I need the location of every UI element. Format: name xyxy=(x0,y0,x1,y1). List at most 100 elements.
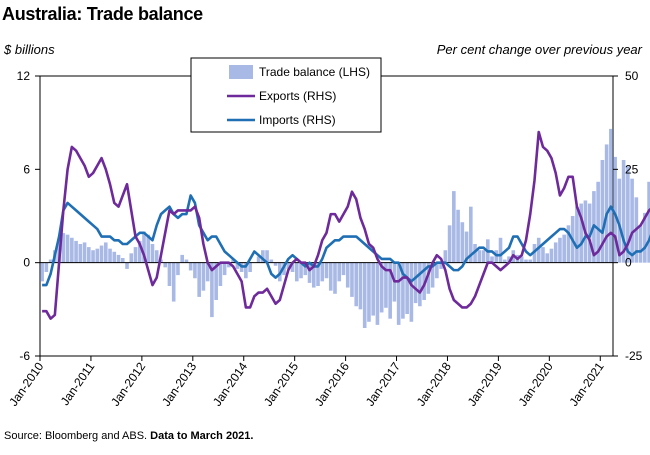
trade-balance-bar xyxy=(333,262,337,294)
trade-balance-bar xyxy=(626,166,630,263)
trade-balance-bar xyxy=(384,262,388,308)
trade-balance-bar xyxy=(40,262,44,282)
trade-balance-bar xyxy=(553,242,558,263)
trade-balance-bar xyxy=(290,262,295,272)
trade-balance-bar xyxy=(379,262,384,313)
trade-balance-bar xyxy=(311,262,316,288)
trade-balance-bar xyxy=(307,262,312,283)
left-axis-tick-label: -6 xyxy=(19,349,30,363)
trade-balance-bar xyxy=(70,237,74,263)
trade-balance-bar xyxy=(413,262,418,304)
trade-balance-bar xyxy=(456,209,460,263)
trade-balance-bar xyxy=(129,253,134,263)
trade-balance-bar xyxy=(337,262,342,282)
x-axis-tick-label: Jan-2018 xyxy=(414,359,454,408)
trade-balance-bar xyxy=(545,253,550,263)
trade-balance-bar xyxy=(490,256,494,263)
trade-balance-bar xyxy=(418,262,422,307)
trade-balance-bar xyxy=(256,256,261,263)
trade-balance-bar xyxy=(244,262,248,279)
trade-balance-bar xyxy=(74,240,78,263)
trade-balance-bar xyxy=(443,250,448,263)
chart-title: Australia: Trade balance xyxy=(2,4,203,24)
right-axis-tick-label: 50 xyxy=(625,69,639,83)
trade-balance-bar xyxy=(464,231,469,263)
trade-balance-bar xyxy=(536,237,541,263)
trade-balance-bar xyxy=(171,262,176,302)
trade-balance-bar xyxy=(460,222,465,263)
legend-label: Imports (RHS) xyxy=(259,113,336,127)
trade-balance-bar xyxy=(265,250,269,263)
trade-balance-bar xyxy=(188,262,193,271)
trade-balance-bar xyxy=(261,250,265,263)
legend-label: Trade balance (LHS) xyxy=(259,65,370,79)
trade-balance-bar xyxy=(142,231,146,263)
trade-balance-bar xyxy=(371,262,375,316)
trade-balance-bar xyxy=(358,262,363,310)
trade-balance-bar xyxy=(116,254,121,263)
trade-balance-bar xyxy=(273,262,278,266)
x-axis-tick-label: Jan-2010 xyxy=(6,359,46,408)
trade-balance-bar xyxy=(133,247,138,263)
trade-balance-bar xyxy=(184,259,189,263)
trade-balance-bar xyxy=(575,206,579,263)
right-axis-unit: Per cent change over previous year xyxy=(436,42,642,57)
trade-balance-bar xyxy=(452,191,456,263)
left-axis-unit: $ billions xyxy=(4,42,55,57)
trade-balance-bar xyxy=(82,242,87,263)
legend-label: Exports (RHS) xyxy=(259,89,336,103)
right-axis-tick-label: 0 xyxy=(625,256,632,270)
trade-balance-bar xyxy=(473,244,477,263)
trade-balance-bar xyxy=(227,262,231,268)
trade-balance-bar xyxy=(439,262,443,269)
x-axis-tick-label: Jan-2016 xyxy=(312,359,352,408)
trade-balance-bar xyxy=(579,203,583,263)
trade-balance-bar xyxy=(320,262,325,282)
trade-balance-bar xyxy=(303,262,308,276)
trade-balance-bar xyxy=(125,262,129,269)
trade-balance-bar xyxy=(647,181,650,263)
trade-balance-bar xyxy=(150,244,155,263)
trade-balance-bar xyxy=(91,250,95,263)
trade-balance-bar xyxy=(235,262,240,269)
trade-balance-bar xyxy=(231,259,235,263)
trade-balance-bar xyxy=(316,262,320,286)
trade-balance-bar xyxy=(210,262,214,318)
trade-balance-bar xyxy=(528,259,533,263)
trade-balance-bar xyxy=(447,225,452,263)
trade-balance-bar xyxy=(44,262,49,272)
trade-balance-bar xyxy=(163,262,168,268)
trade-balance-bar xyxy=(396,262,401,325)
trade-balance-bar xyxy=(341,262,346,276)
legend-swatch-trade-balance xyxy=(229,65,253,79)
trade-balance-bar xyxy=(95,248,100,263)
x-axis-tick-label: Jan-2017 xyxy=(363,359,403,408)
trade-balance-bar xyxy=(222,262,227,276)
trade-balance-bar xyxy=(638,225,643,263)
trade-balance-bar xyxy=(112,251,117,263)
trade-balance-bar xyxy=(269,259,274,263)
data-date-note: Data to March 2021. xyxy=(150,430,254,442)
x-axis-tick-label: Jan-2011 xyxy=(58,359,98,408)
source-note: Source: Bloomberg and ABS. Data to March… xyxy=(4,430,253,442)
right-axis-tick-label: -25 xyxy=(625,349,643,363)
trade-balance-chart: 12 6 0 -6 50 25 0 -25 Jan-2010 Jan-2011 Jan-2012 Ja… xyxy=(6,57,650,409)
legend-box xyxy=(190,57,382,133)
trade-balance-bar xyxy=(469,206,473,263)
trade-balance-bar xyxy=(362,262,367,328)
trade-balance-bar xyxy=(197,262,201,297)
trade-balance-bar xyxy=(328,262,333,291)
trade-balance-bar xyxy=(426,262,431,294)
trade-balance-bar xyxy=(214,262,218,300)
trade-balance-bar xyxy=(146,234,151,263)
trade-balance-bar xyxy=(350,262,354,297)
trade-balance-bar xyxy=(596,181,600,263)
trade-balance-bar xyxy=(609,128,613,263)
trade-balance-bar xyxy=(61,233,66,263)
source-text: Source: Bloomberg and ABS. xyxy=(4,430,148,442)
trade-balance-bar xyxy=(604,144,609,263)
trade-balance-bar xyxy=(532,244,537,263)
trade-balance-bar xyxy=(154,250,159,263)
trade-balance-bar xyxy=(388,262,392,319)
trade-balance-bar xyxy=(643,212,647,263)
